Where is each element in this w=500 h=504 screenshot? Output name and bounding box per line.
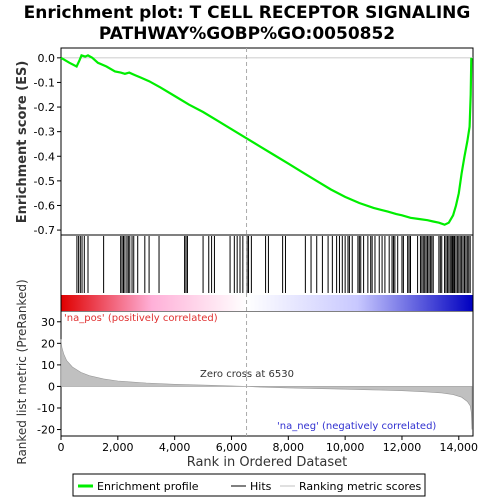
x-axis: 0 2,000 4,000 6,000 8,000 10,000 12,000 14,000: [58, 436, 479, 454]
metric-y-tick-label: -20: [37, 424, 55, 437]
rank-colorbar: [62, 295, 473, 311]
enrichment-profile: [61, 55, 471, 224]
es-y-tick-label: -0.5: [34, 175, 55, 188]
legend-label-hits: Hits: [250, 480, 272, 493]
x-tick-label: 8,000: [273, 441, 305, 454]
es-y-tick-label: -0.6: [34, 199, 55, 212]
x-tick-label: 12,000: [383, 441, 422, 454]
enrichment-profile-line: [61, 55, 471, 224]
hit-marks: [77, 236, 470, 293]
metric-y-tick-label: 30: [41, 316, 55, 329]
ranking-metric-fill: [61, 339, 472, 430]
plot-title-line-1: Enrichment plot: T CELL RECEPTOR SIGNALI…: [24, 3, 471, 23]
es-y-axis: 0.0 -0.1 -0.2 -0.3 -0.4 -0.5 -0.6 -0.7: [34, 52, 473, 237]
legend-label-ranking: Ranking metric scores: [299, 480, 421, 493]
es-y-tick-label: -0.7: [34, 224, 55, 237]
colorbar-rect: [62, 295, 473, 311]
positive-correlation-label: 'na_pos' (positively correlated): [64, 313, 218, 324]
es-y-tick-label: -0.2: [34, 101, 55, 114]
es-y-tick-label: -0.4: [34, 150, 55, 163]
x-tick-label: 6,000: [216, 441, 248, 454]
es-y-tick-label: -0.3: [34, 126, 55, 139]
zero-cross-label: Zero cross at 6530: [200, 369, 294, 380]
es-y-tick-label: 0.0: [38, 52, 56, 65]
x-tick-label: 14,000: [440, 441, 479, 454]
negative-correlation-label: 'na_neg' (negatively correlated): [277, 421, 436, 432]
metric-y-tick-label: 10: [41, 359, 55, 372]
x-tick-label: 2,000: [102, 441, 134, 454]
plot-title-line-2: PATHWAY%GOBP%GO:0050852: [99, 24, 395, 44]
x-axis-label: Rank in Ordered Dataset: [187, 455, 348, 470]
x-tick-label: 4,000: [159, 441, 191, 454]
x-tick-label: 0: [58, 441, 65, 454]
legend-label-enrichment: Enrichment profile: [97, 480, 199, 493]
es-y-axis-label: Enrichment score (ES): [15, 61, 30, 224]
x-tick-label: 10,000: [326, 441, 365, 454]
metric-y-axis-label: Ranked list metric (PreRanked): [15, 279, 29, 464]
metric-y-axis: 30 20 10 0 -10 -20: [37, 316, 61, 437]
metric-y-tick-label: -10: [37, 402, 55, 415]
metric-y-tick-label: 20: [41, 337, 55, 350]
metric-y-tick-label: 0: [48, 380, 55, 393]
es-y-tick-label: -0.1: [34, 76, 55, 89]
es-panel-frame: [61, 48, 473, 235]
